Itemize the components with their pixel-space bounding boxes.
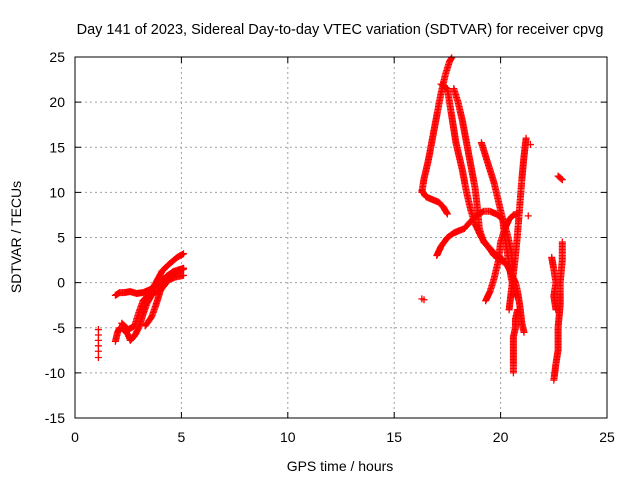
y-tick-label: -15 bbox=[45, 410, 65, 426]
data-trace bbox=[548, 253, 560, 314]
data-trace bbox=[450, 85, 507, 263]
y-tick-label: -10 bbox=[45, 365, 65, 381]
series-arc-o bbox=[550, 238, 566, 384]
series-arc-m bbox=[505, 134, 530, 314]
chart-title: Day 141 of 2023, Sidereal Day-to-day VTE… bbox=[77, 22, 604, 38]
data-point bbox=[94, 326, 102, 334]
series-arc-l bbox=[482, 210, 522, 305]
data-point bbox=[526, 141, 534, 149]
series-arc-p bbox=[548, 253, 560, 314]
series-arc-e bbox=[141, 264, 187, 330]
series-arc-i bbox=[450, 85, 507, 263]
data-trace bbox=[418, 187, 451, 218]
data-trace bbox=[482, 210, 522, 305]
data-trace bbox=[509, 306, 522, 377]
data-trace bbox=[118, 250, 187, 334]
series-arc-q bbox=[554, 172, 566, 184]
y-tick-label: 20 bbox=[49, 94, 65, 110]
y-tick-label: 25 bbox=[49, 49, 65, 65]
data-trace bbox=[505, 134, 530, 314]
x-tick-label: 10 bbox=[280, 429, 296, 445]
series-arc-d bbox=[118, 250, 187, 334]
y-tick-label: 5 bbox=[57, 230, 65, 246]
x-tick-label: 15 bbox=[386, 429, 402, 445]
series-arc-a bbox=[94, 326, 102, 362]
x-tick-labels: 0 5 10 15 20 25 bbox=[71, 429, 615, 445]
series-isolated bbox=[418, 141, 534, 304]
y-tick-label: -5 bbox=[53, 320, 66, 336]
y-tick-label: 15 bbox=[49, 139, 65, 155]
y-axis-label: SDTVAR / TECUs bbox=[8, 181, 24, 293]
y-tick-label: 0 bbox=[57, 275, 65, 291]
data-trace bbox=[554, 172, 566, 184]
series-arc-n bbox=[509, 306, 522, 377]
x-tick-label: 0 bbox=[71, 429, 79, 445]
x-tick-label: 5 bbox=[178, 429, 186, 445]
y-tick-label: 10 bbox=[49, 184, 65, 200]
series-arc-k bbox=[433, 207, 517, 273]
data-trace bbox=[141, 264, 187, 330]
data-point bbox=[420, 296, 428, 304]
x-tick-label: 25 bbox=[599, 429, 615, 445]
data-trace bbox=[550, 238, 566, 384]
x-tick-label: 20 bbox=[493, 429, 509, 445]
data-series bbox=[94, 54, 566, 384]
data-point bbox=[94, 354, 102, 362]
series-arc-g bbox=[418, 187, 451, 218]
data-trace bbox=[433, 207, 517, 273]
y-tick-labels: -15 -10 -5 0 5 10 15 20 25 bbox=[45, 49, 65, 426]
x-axis-label: GPS time / hours bbox=[287, 458, 394, 474]
plot-frame bbox=[74, 56, 608, 419]
grid-lines bbox=[75, 57, 607, 418]
data-point bbox=[524, 212, 532, 220]
